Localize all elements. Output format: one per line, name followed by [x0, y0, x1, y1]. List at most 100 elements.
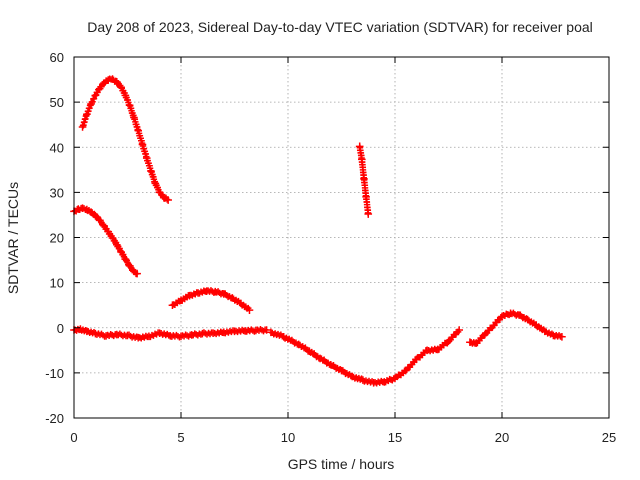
data-point-mark — [279, 332, 288, 341]
axis-ticks: 0 5 10 15 20 25 -20 -10 0 10 20 30 40 50 60 — [45, 50, 616, 445]
y-tick-label: 10 — [50, 276, 64, 291]
x-tick-label: 10 — [281, 430, 295, 445]
data-point-mark — [358, 155, 366, 164]
data-point-mark — [541, 327, 549, 336]
data-point-mark — [123, 331, 132, 340]
data-point-mark — [444, 337, 453, 346]
data-point-mark — [316, 354, 324, 363]
data-point-mark — [267, 328, 275, 337]
data-point-mark — [91, 212, 100, 220]
data-point-mark — [362, 193, 370, 201]
data-point-mark — [187, 331, 196, 339]
data-point-mark — [121, 91, 130, 100]
data-point-mark — [237, 299, 245, 308]
data-point-mark — [230, 327, 239, 336]
data-point-mark — [348, 372, 356, 381]
data-point-mark — [134, 126, 142, 135]
data-point-mark — [95, 216, 104, 225]
x-tick-label: 0 — [70, 430, 77, 445]
series-arc-6 — [267, 326, 463, 387]
data-point-mark — [220, 328, 228, 337]
data-point-mark — [228, 294, 237, 302]
data-point-mark — [91, 91, 100, 100]
data-point-mark — [209, 329, 217, 337]
series-arc-5 — [70, 325, 271, 342]
data-marks — [70, 75, 566, 387]
data-point-mark — [100, 79, 108, 87]
data-point-mark — [532, 321, 541, 329]
data-point-mark — [423, 346, 431, 355]
data-point-mark — [164, 196, 172, 204]
data-point-mark — [515, 311, 523, 319]
data-point-mark — [305, 347, 314, 356]
data-point-mark — [359, 376, 367, 384]
data-point-mark — [91, 329, 100, 338]
data-point-mark — [498, 312, 506, 321]
y-tick-label: 20 — [50, 231, 64, 246]
data-point-mark — [133, 269, 141, 278]
data-point-mark — [523, 315, 532, 324]
y-tick-label: 30 — [50, 185, 64, 200]
y-tick-label: 50 — [50, 95, 64, 110]
data-point-mark — [83, 327, 91, 336]
data-point-mark — [138, 140, 147, 149]
data-point-mark — [455, 326, 463, 334]
data-point-mark — [100, 221, 108, 230]
data-point-mark — [360, 175, 368, 183]
data-point-mark — [337, 366, 346, 375]
data-point-mark — [78, 204, 87, 212]
data-point-mark — [380, 378, 389, 386]
x-tick-label: 25 — [602, 430, 616, 445]
data-point-mark — [104, 76, 113, 84]
data-point-mark — [401, 366, 410, 375]
data-point-mark — [252, 326, 260, 335]
data-point-mark — [391, 374, 399, 383]
data-point-mark — [549, 331, 558, 340]
series-arc-2 — [70, 204, 141, 278]
x-tick-label: 5 — [177, 430, 184, 445]
data-point-mark — [434, 345, 442, 354]
data-point-mark — [87, 208, 95, 217]
data-point-mark — [74, 205, 83, 213]
data-point-mark — [489, 321, 498, 330]
data-point-mark — [113, 330, 121, 339]
data-point-mark — [166, 332, 175, 340]
data-point-mark — [369, 379, 378, 387]
data-point-mark — [78, 123, 87, 131]
data-point-mark — [142, 154, 151, 162]
data-point-mark — [558, 332, 566, 341]
data-point-mark — [108, 75, 117, 83]
y-tick-label: -20 — [45, 411, 64, 426]
data-point-mark — [506, 309, 515, 318]
data-point-mark — [481, 330, 489, 339]
y-tick-label: 0 — [57, 321, 64, 336]
series-arc-1 — [78, 75, 172, 204]
data-point-mark — [364, 210, 373, 218]
data-point-mark — [83, 205, 91, 214]
data-point-mark — [202, 287, 211, 295]
data-point-mark — [245, 306, 254, 314]
data-point-mark — [151, 179, 160, 188]
data-point-mark — [76, 325, 85, 333]
data-point-mark — [155, 188, 164, 197]
data-point-mark — [241, 327, 249, 335]
data-point-mark — [211, 287, 220, 296]
data-point-mark — [355, 142, 364, 151]
y-tick-label: 60 — [50, 50, 64, 65]
grid-lines — [74, 57, 609, 418]
data-point-mark — [121, 255, 130, 263]
data-point-mark — [160, 193, 168, 202]
data-point-mark — [117, 248, 125, 256]
data-point-mark — [155, 329, 164, 337]
data-point-mark — [145, 332, 153, 341]
data-point-mark — [130, 113, 138, 122]
data-point-mark — [194, 289, 202, 297]
data-point-mark — [83, 110, 91, 119]
data-point-mark — [262, 326, 271, 334]
x-tick-label: 20 — [495, 430, 509, 445]
data-point-mark — [412, 355, 421, 364]
data-point-mark — [125, 101, 134, 110]
data-point-mark — [198, 329, 207, 338]
data-point-mark — [87, 100, 95, 108]
